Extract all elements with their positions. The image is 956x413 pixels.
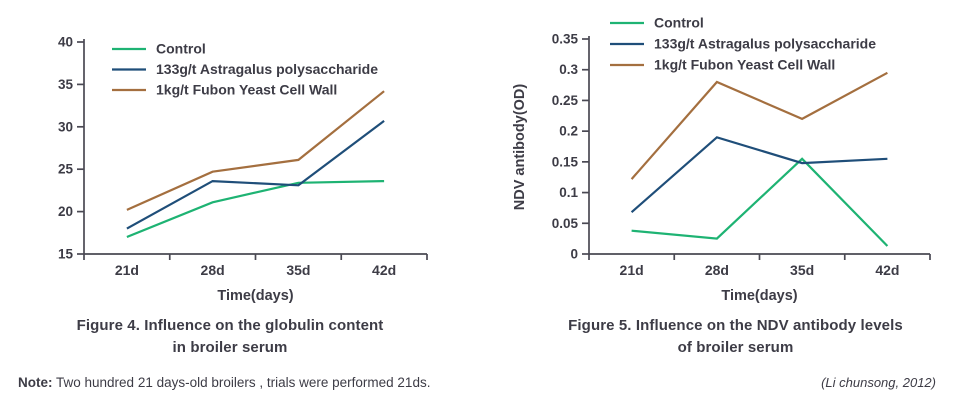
y-tick-label: 25 (58, 162, 74, 177)
y-tick-label: 0.1 (559, 185, 578, 200)
x-category-label: 42d (372, 262, 396, 278)
x-axis-title: Time(days) (721, 288, 797, 304)
chart-ndv: 0 0.05 0.1 0.15 0.2 0.25 0.3 0.35 21d 28d 35d 42d Co… (512, 15, 931, 304)
x-category-label: 35d (790, 262, 814, 278)
figure5-caption-line2: of broiler serum (677, 339, 794, 356)
y-tick-label: 0.3 (559, 62, 578, 77)
legend-label: Control (654, 15, 704, 31)
y-tick-label: 0 (570, 247, 578, 262)
x-category-label: 28d (705, 262, 729, 278)
x-axis-title: Time(days) (217, 288, 293, 304)
citation-text: (Li chunsong, 2012) (821, 375, 936, 390)
y-tick-label: 0.05 (552, 216, 579, 231)
y-tick-label: 0.25 (552, 93, 579, 108)
x-category-label: 35d (286, 262, 310, 278)
series-line-control (631, 157, 889, 247)
x-category-label: 42d (875, 262, 899, 278)
y-tick-label: 20 (58, 204, 73, 219)
figure4-caption: Figure 4. Influence on the globulin cont… (10, 315, 450, 359)
figure4-caption-line1: Figure 4. Influence on the globulin cont… (76, 317, 384, 334)
note-text: Note: Two hundred 21 days-old broilers ,… (18, 374, 430, 392)
legend-label: 1kg/t Fubon Yeast Cell Wall (654, 57, 835, 73)
x-category-label: 21d (115, 262, 139, 278)
legend-label: Control (156, 41, 206, 57)
series-line-133g-t-astragalus-polysaccharide (630, 136, 888, 214)
series-line-1kg-t-fubon-yeast-cell-wall (126, 90, 385, 211)
y-tick-label: 40 (58, 35, 73, 50)
y-tick-label: 35 (58, 77, 74, 92)
legend-label: 1kg/t Fubon Yeast Cell Wall (156, 82, 337, 98)
x-category-label: 28d (201, 262, 225, 278)
note-label: Note: (18, 375, 53, 390)
legend-label: 133g/t Astragalus polysaccharide (654, 36, 876, 52)
figure4-caption-line2: in broiler serum (172, 339, 288, 356)
figure5-caption: Figure 5. Influence on the NDV antibody … (513, 315, 956, 359)
note-body: Two hundred 21 days-old broilers , trial… (56, 375, 431, 390)
y-tick-label: 0.2 (559, 124, 578, 139)
y-tick-label: 0.35 (552, 32, 579, 47)
series-line-1kg-t-fubon-yeast-cell-wall (630, 71, 888, 180)
y-tick-label: 30 (58, 119, 73, 134)
figure5-caption-line1: Figure 5. Influence on the NDV antibody … (568, 317, 903, 334)
legend-label: 133g/t Astragalus polysaccharide (156, 61, 378, 77)
y-axis-title: NDV antibody(OD) (512, 84, 528, 211)
chart-globulin: 15 20 25 30 35 40 21d 28d 35d 42d Control 133g/t As… (58, 35, 428, 304)
y-tick-label: 15 (58, 247, 74, 262)
y-tick-label: 0.15 (552, 154, 579, 169)
charts-canvas: 15 20 25 30 35 40 21d 28d 35d 42d Control 133g/t As… (58, 15, 931, 304)
x-category-label: 21d (620, 262, 644, 278)
series-line-133g-t-astragalus-polysaccharide (126, 120, 385, 230)
series-line-control (126, 180, 385, 239)
